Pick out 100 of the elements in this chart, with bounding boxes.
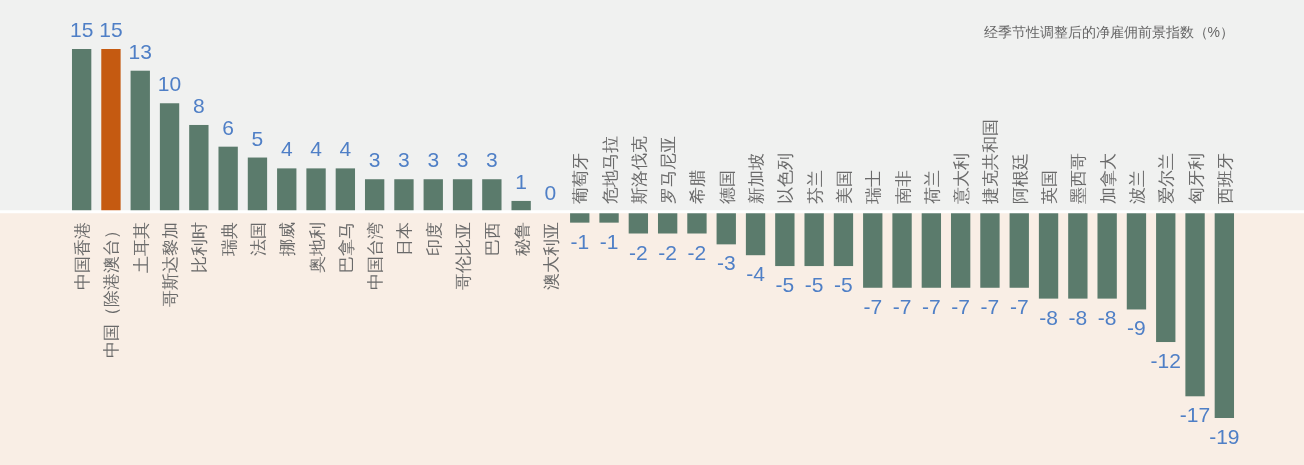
bar bbox=[921, 211, 942, 288]
x-tick-label: 澳大利亚 bbox=[541, 221, 561, 290]
data-label: -1 bbox=[570, 229, 590, 253]
data-label: 15 bbox=[69, 18, 94, 41]
data-label: -5 bbox=[804, 273, 824, 297]
data-label: 1 bbox=[515, 169, 527, 193]
data-label: 5 bbox=[251, 126, 264, 150]
bar bbox=[452, 179, 473, 212]
x-tick-label: 芬兰 bbox=[805, 169, 825, 204]
data-label: -7 bbox=[1009, 294, 1029, 318]
x-tick-label: 罗马尼亚 bbox=[659, 135, 679, 204]
x-tick-label: 挪威 bbox=[278, 221, 298, 256]
x-tick-label: 中国香港 bbox=[73, 221, 93, 290]
bar bbox=[775, 211, 795, 267]
data-label: -3 bbox=[716, 251, 736, 275]
x-tick-label: 比利时 bbox=[190, 221, 210, 273]
x-tick-label: 波兰 bbox=[1127, 169, 1147, 204]
data-label: -12 bbox=[1150, 349, 1181, 373]
x-tick-label: 阿根廷 bbox=[1010, 152, 1030, 204]
bar bbox=[804, 211, 824, 267]
x-tick-label: 爱尔兰 bbox=[1157, 152, 1177, 204]
data-label: 3 bbox=[427, 148, 440, 172]
bar bbox=[863, 211, 883, 288]
data-label: -4 bbox=[746, 262, 766, 286]
chart-title: 经季节性调整后的净雇佣前景指数（%） bbox=[983, 24, 1234, 40]
data-label: -7 bbox=[922, 294, 941, 318]
data-label: 15 bbox=[99, 18, 123, 41]
bar bbox=[1214, 211, 1235, 418]
bar bbox=[394, 179, 414, 212]
data-label: 13 bbox=[128, 39, 152, 63]
x-tick-label: 南非 bbox=[893, 169, 913, 204]
data-label: 4 bbox=[280, 137, 293, 161]
bar bbox=[570, 211, 590, 223]
data-label: -9 bbox=[1127, 316, 1146, 340]
bar bbox=[1038, 211, 1059, 299]
x-tick-label: 德国 bbox=[717, 169, 737, 204]
data-label: -5 bbox=[834, 273, 853, 297]
x-tick-label: 新加坡 bbox=[747, 152, 767, 204]
bar bbox=[364, 179, 385, 212]
x-tick-label: 中国台湾 bbox=[366, 221, 386, 290]
bar bbox=[745, 211, 766, 256]
bar bbox=[628, 211, 649, 234]
data-label: 0 bbox=[544, 180, 557, 204]
bar bbox=[101, 49, 121, 212]
data-label: -7 bbox=[863, 294, 883, 318]
bar bbox=[599, 211, 619, 223]
data-label: 3 bbox=[486, 148, 498, 172]
bar bbox=[833, 211, 854, 267]
data-label: -5 bbox=[775, 273, 795, 297]
bar bbox=[1126, 211, 1147, 310]
bar bbox=[892, 211, 912, 288]
bar bbox=[277, 168, 297, 212]
data-label: 4 bbox=[310, 137, 323, 161]
data-label: 4 bbox=[339, 137, 352, 161]
x-tick-label: 匈牙利 bbox=[1186, 152, 1206, 204]
x-tick-label: 葡萄牙 bbox=[571, 152, 591, 204]
bar bbox=[716, 211, 736, 245]
x-tick-label: 以色列 bbox=[776, 152, 796, 204]
x-tick-label: 秘鲁 bbox=[512, 221, 532, 256]
bar bbox=[130, 70, 150, 212]
x-tick-label: 中国（除港澳台） bbox=[102, 221, 122, 358]
x-tick-label: 哥伦比亚 bbox=[454, 221, 474, 290]
data-label: -7 bbox=[892, 294, 912, 318]
data-label: -2 bbox=[629, 240, 648, 264]
x-tick-label: 奥地利 bbox=[307, 221, 327, 273]
bar bbox=[71, 49, 92, 212]
data-label: -8 bbox=[1068, 305, 1088, 329]
x-tick-label: 巴拿马 bbox=[336, 221, 356, 273]
data-label: 10 bbox=[157, 72, 182, 96]
data-label: -1 bbox=[599, 229, 619, 253]
x-tick-label: 美国 bbox=[834, 169, 854, 204]
x-tick-label: 土耳其 bbox=[131, 221, 151, 273]
x-tick-label: 危地马拉 bbox=[600, 135, 620, 204]
bar bbox=[1156, 211, 1176, 343]
bar bbox=[950, 211, 971, 288]
x-tick-label: 意大利 bbox=[952, 152, 972, 205]
x-tick-label: 印度 bbox=[424, 221, 444, 256]
bar bbox=[1009, 211, 1029, 288]
bar bbox=[218, 146, 238, 212]
data-label: 3 bbox=[456, 148, 469, 172]
bar bbox=[247, 157, 268, 212]
x-tick-label: 墨西哥 bbox=[1069, 152, 1089, 204]
bar bbox=[1068, 211, 1088, 299]
bar bbox=[189, 124, 209, 212]
data-label: 6 bbox=[222, 115, 234, 139]
bar bbox=[306, 168, 326, 212]
bar bbox=[1097, 211, 1117, 299]
data-label: -2 bbox=[658, 240, 677, 264]
data-label: -8 bbox=[1097, 305, 1117, 329]
bar bbox=[423, 179, 443, 212]
data-label: 3 bbox=[398, 148, 410, 172]
x-tick-label: 法国 bbox=[248, 221, 268, 256]
x-tick-label: 瑞典 bbox=[219, 221, 239, 256]
data-label: 8 bbox=[193, 93, 205, 117]
data-label: -2 bbox=[687, 240, 707, 264]
data-label: -19 bbox=[1209, 425, 1240, 448]
x-tick-label: 哥斯达黎加 bbox=[161, 221, 181, 307]
x-tick-label: 日本 bbox=[395, 221, 415, 256]
bar bbox=[159, 103, 180, 212]
data-label: -7 bbox=[980, 294, 1000, 318]
